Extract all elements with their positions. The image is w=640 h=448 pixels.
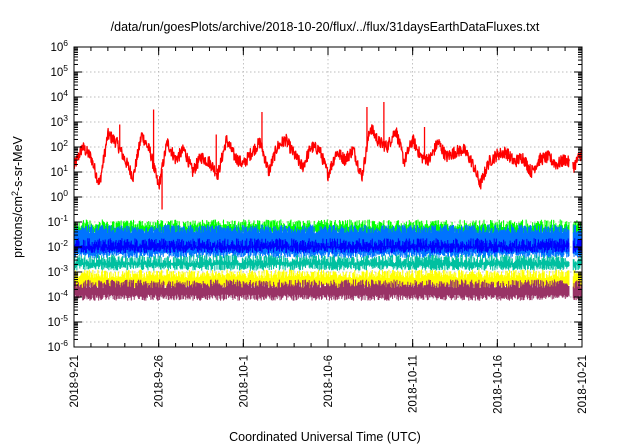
x-axis-label: Coordinated Universal Time (UTC): [229, 430, 421, 444]
y-axis-label-post: -s-sr-MeV: [11, 135, 25, 191]
y-tick-label: 102: [50, 138, 68, 154]
y-axis-label: protons/cm2-s-sr-MeV: [10, 135, 25, 257]
y-tick-label: 10-4: [48, 288, 69, 304]
flux-series-band: [74, 279, 582, 301]
y-axis-label-pre: protons/cm: [11, 196, 25, 258]
x-tick-label: 2018-10-11: [408, 355, 420, 413]
y-tick-label: 101: [50, 163, 68, 179]
y-tick-label: 10-3: [48, 263, 69, 279]
y-tick-label: 10-1: [48, 213, 69, 229]
y-tick-label: 100: [50, 188, 68, 204]
flux-series-band: [74, 254, 582, 271]
y-tick-label: 105: [50, 63, 68, 79]
y-tick-label: 10-5: [48, 313, 69, 329]
x-tick-label: 2018-10-6: [323, 355, 335, 407]
y-tick-label: 104: [50, 88, 68, 104]
y-tick-label: 106: [50, 38, 68, 54]
series-layer: [74, 102, 582, 301]
x-tick-labels: 2018-9-21 2018-9-26 2018-10-1 2018-10-6 2018…: [69, 355, 589, 414]
y-tick-label: 10-6: [48, 338, 69, 354]
x-tick-label: 2018-9-26: [154, 355, 166, 407]
y-tick-label: 10-2: [48, 238, 69, 254]
x-tick-label: 2018-9-21: [69, 355, 81, 407]
x-tick-label: 2018-10-16: [492, 355, 504, 414]
grid-lines: [73, 46, 583, 348]
flux-series-line: [74, 124, 582, 190]
chart-title: /data/run/goesPlots/archive/2018-10-20/f…: [111, 20, 540, 34]
y-tick-labels: 10-6 10-5 10-4 10-3 10-2 10-1 100 101 102 103 104 1…: [48, 38, 69, 354]
y-tick-label: 103: [50, 113, 68, 129]
x-tick-label: 2018-10-21: [577, 355, 589, 414]
x-tick-label: 2018-10-1: [238, 355, 250, 407]
flux-series-band: [74, 238, 582, 254]
y-axis-label-sup: 2: [10, 191, 20, 196]
tick-marks: [73, 46, 583, 348]
